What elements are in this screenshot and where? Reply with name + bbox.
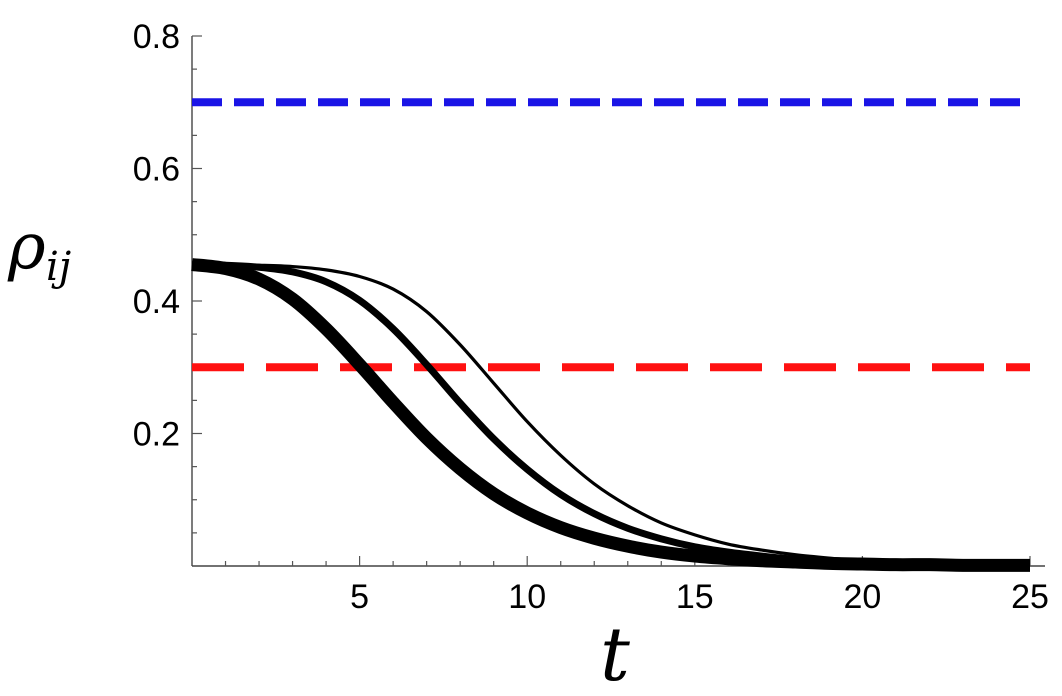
reference-lines	[192, 98, 1030, 372]
y-tick-label: 0.8	[133, 18, 180, 56]
x-tick-label: 20	[843, 578, 881, 616]
x-tick-label: 15	[676, 578, 714, 616]
x-tick-label: 10	[508, 578, 546, 616]
svg-text:ij: ij	[46, 244, 71, 290]
x-axis-label: t	[600, 612, 630, 696]
curve-medium	[191, 261, 1031, 569]
y-tick-label: 0.2	[133, 416, 180, 454]
axes	[191, 35, 1045, 567]
x-tick-label: 25	[1011, 578, 1049, 616]
y-tick-label: 0.4	[133, 283, 180, 321]
curve-thin	[191, 262, 1031, 567]
tick-labels: 5 10 15 20 25 0.2 0.4 0.6 0.8	[133, 18, 1049, 616]
y-tick-label: 0.6	[133, 151, 180, 189]
series-curves	[191, 258, 1031, 572]
x-tick-label: 5	[350, 578, 369, 616]
svg-text:ρ: ρ	[7, 210, 46, 284]
y-axis-label: ρ ij	[7, 210, 71, 290]
